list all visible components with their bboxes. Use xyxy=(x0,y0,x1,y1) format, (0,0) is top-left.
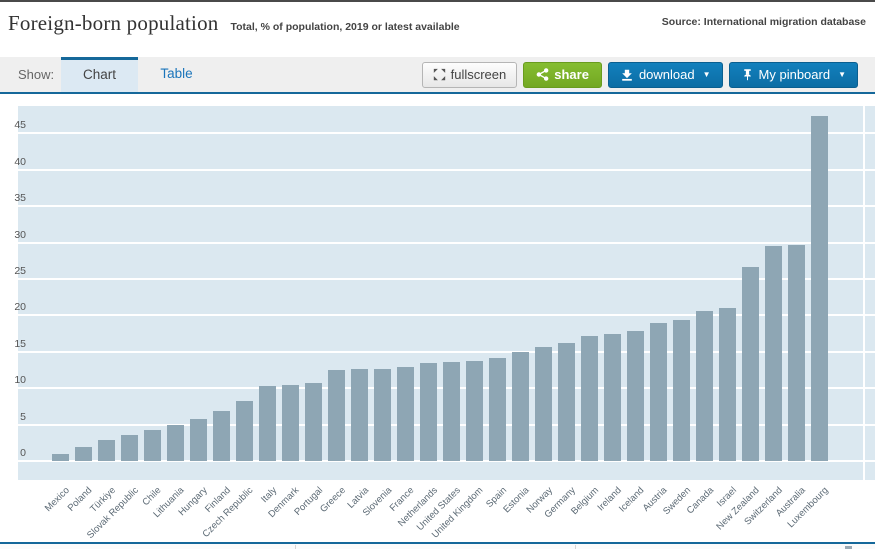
bar-hungary[interactable] xyxy=(189,419,207,461)
bar-portugal[interactable] xyxy=(304,383,322,461)
y-tick-label: 45 xyxy=(14,119,26,132)
bar-spain[interactable] xyxy=(488,358,506,461)
download-label: download xyxy=(638,67,695,82)
source-text: Source: International migration database xyxy=(661,16,866,28)
pinboard-label: My pinboard xyxy=(758,67,831,82)
bar-poland[interactable] xyxy=(74,447,92,461)
bar-latvia[interactable] xyxy=(350,369,368,461)
bar-czech-republic[interactable] xyxy=(235,401,253,461)
bar-france[interactable] xyxy=(396,367,414,461)
y-tick-label: 25 xyxy=(14,265,26,277)
gridline-20 xyxy=(18,314,875,317)
gridline-0 xyxy=(18,460,875,462)
page-title: Foreign-born population xyxy=(8,11,219,35)
footer-separator xyxy=(0,542,875,544)
download-caret-icon: ▼ xyxy=(702,70,711,79)
bar-estonia[interactable] xyxy=(511,352,529,461)
footer-divider xyxy=(295,545,296,549)
x-label-mexico: Mexico xyxy=(42,485,72,515)
bar-lithuania[interactable] xyxy=(166,425,184,461)
gridline-40 xyxy=(18,168,875,171)
gridline-15 xyxy=(18,350,875,353)
x-axis-labels: Mexico Poland Türkiye Slovak Republic Chile L… xyxy=(18,481,863,545)
fullscreen-icon xyxy=(433,68,446,81)
y-tick-label: 10 xyxy=(14,374,26,387)
bar-mexico[interactable] xyxy=(51,454,69,461)
bar-austria[interactable] xyxy=(649,323,667,461)
bar-chile[interactable] xyxy=(143,430,161,461)
share-icon xyxy=(536,68,549,81)
footer-divider xyxy=(575,545,576,549)
y-tick-label: 15 xyxy=(14,337,26,350)
bar-norway[interactable] xyxy=(534,347,552,461)
share-button[interactable]: share xyxy=(523,61,602,88)
pinboard-caret-icon: ▼ xyxy=(838,70,846,79)
show-label: Show: xyxy=(18,67,55,82)
fullscreen-button[interactable]: fullscreen xyxy=(421,61,518,88)
bar-australia[interactable] xyxy=(787,245,805,461)
bar-luxembourg[interactable] xyxy=(810,116,828,461)
y-tick-label: 30 xyxy=(14,228,26,241)
x-label-iceland: Iceland xyxy=(617,485,647,515)
download-icon xyxy=(620,68,634,82)
y-tick-label: 0 xyxy=(20,447,26,459)
bar-israel[interactable] xyxy=(718,308,736,461)
bar-greece[interactable] xyxy=(327,370,345,461)
download-button[interactable]: download ▼ xyxy=(607,61,723,88)
gridline-30 xyxy=(18,241,875,244)
gridline-35 xyxy=(18,205,875,208)
tab-chart[interactable]: Chart xyxy=(61,57,138,92)
pin-icon xyxy=(741,68,754,81)
y-tick-label: 5 xyxy=(20,410,26,423)
scrollbar-thumb[interactable] xyxy=(845,546,852,549)
chart-subtitle: Total, % of population, 2019 or latest a… xyxy=(230,21,460,33)
bar-canada[interactable] xyxy=(695,311,713,461)
bar-türkiye[interactable] xyxy=(97,440,115,461)
gridline-25 xyxy=(18,278,875,280)
tab-table[interactable]: Table xyxy=(160,66,193,81)
bar-finland[interactable] xyxy=(212,411,230,461)
gridline-45 xyxy=(18,132,875,135)
header: Foreign-born population Total, % of popu… xyxy=(0,2,875,48)
pinboard-button[interactable]: My pinboard ▼ xyxy=(728,61,858,88)
bar-sweden[interactable] xyxy=(672,320,690,461)
share-label: share xyxy=(554,67,589,82)
bar-belgium[interactable] xyxy=(580,336,598,461)
bar-denmark[interactable] xyxy=(281,385,299,461)
bar-germany[interactable] xyxy=(557,343,575,461)
bar-italy[interactable] xyxy=(258,386,276,461)
toolbar-buttons: fullscreen share xyxy=(421,57,875,92)
y-tick-label: 40 xyxy=(14,155,26,168)
plot-area: 0 5 10 15 20 25 30 35 40 45 xyxy=(14,106,875,480)
bar-new-zealand[interactable] xyxy=(741,267,759,461)
bar-netherlands[interactable] xyxy=(419,363,437,461)
y-tick-label: 35 xyxy=(14,192,26,205)
y-tick-label: 20 xyxy=(14,301,26,314)
fullscreen-label: fullscreen xyxy=(450,67,507,82)
bar-slovenia[interactable] xyxy=(373,369,391,461)
bar-iceland[interactable] xyxy=(626,331,644,461)
bar-slovak-republic[interactable] xyxy=(120,435,138,461)
footer-strip xyxy=(0,544,875,549)
toolbar: Show: Chart Table fullscreen xyxy=(0,57,875,94)
bar-united-states[interactable] xyxy=(442,362,460,461)
plot-right-axis-line xyxy=(863,106,865,480)
bar-switzerland[interactable] xyxy=(764,246,782,461)
bar-united-kingdom[interactable] xyxy=(465,361,483,461)
bar-ireland[interactable] xyxy=(603,334,621,461)
